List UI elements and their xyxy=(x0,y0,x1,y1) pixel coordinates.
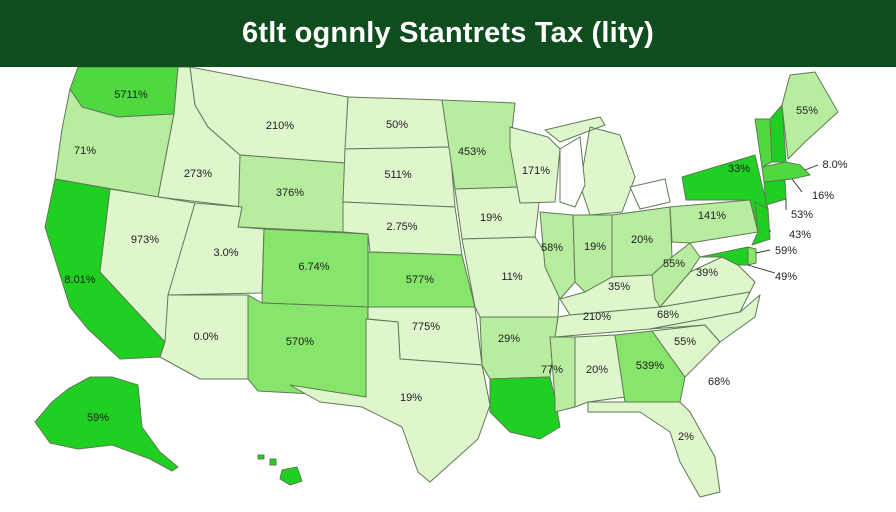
state-label-WY: 376% xyxy=(276,187,304,199)
state-label-TN: 210% xyxy=(583,311,611,323)
state-label-NY: 33% xyxy=(728,163,750,175)
state-AL xyxy=(574,334,626,408)
state-TX xyxy=(289,318,491,483)
state-label-VA: 39% xyxy=(696,267,718,279)
state-shapes xyxy=(34,67,839,498)
state-label-NM: 570% xyxy=(286,336,314,348)
state-label-KY: 35% xyxy=(608,281,630,293)
callout-leaders xyxy=(747,164,819,274)
map-title: 6tlt ognnly Stantrets Tax (lity) xyxy=(242,17,654,49)
callout-label-MA: 16% xyxy=(812,190,834,202)
state-label-ME: 55% xyxy=(796,105,818,117)
state-IA xyxy=(454,186,541,240)
state-label-GA: 539% xyxy=(636,360,664,372)
title-bar xyxy=(0,0,896,67)
state-CT xyxy=(763,179,787,206)
state-label-MO: 11% xyxy=(501,271,522,283)
state-label-OH: 20% xyxy=(631,234,653,246)
great-lakes xyxy=(559,136,671,210)
state-GA xyxy=(614,330,686,403)
state-label-CO: 6.74% xyxy=(298,261,329,273)
state-label-WI: 171% xyxy=(522,165,550,177)
state-IL xyxy=(539,211,576,300)
callout-label-MD: 49% xyxy=(775,271,797,283)
state-label-MN: 453% xyxy=(458,146,486,158)
state-label-WA: 5711% xyxy=(114,89,148,101)
state-label-NV: 973% xyxy=(131,234,159,246)
state-label-ID: 273% xyxy=(184,168,212,180)
state-label-SC: 55% xyxy=(674,336,696,348)
state-VT xyxy=(754,118,773,168)
state-label-UT: 3.0% xyxy=(213,247,238,259)
state-DE xyxy=(747,246,757,266)
callout-labels: 8.0% 16% 53% 43% 59% 49% xyxy=(775,159,848,283)
state-NJ xyxy=(751,201,771,246)
state-label-CA: 8.01% xyxy=(64,274,95,286)
state-label-IN: 19% xyxy=(584,241,606,253)
state-label-AZ: 0.0% xyxy=(193,331,218,343)
state-label-MT: 210% xyxy=(266,120,294,132)
state-label-PA: 141% xyxy=(698,210,726,222)
state-label-NC: 68% xyxy=(657,309,679,321)
state-MS xyxy=(549,336,576,413)
state-label-TX: 19% xyxy=(400,392,422,404)
callout-label-NJ: 43% xyxy=(789,229,811,241)
state-label-KS: 577% xyxy=(406,274,434,286)
state-label-OK: 775% xyxy=(412,321,440,333)
state-PA xyxy=(669,199,759,244)
state-WI xyxy=(509,126,561,204)
callout-label-RI: 8.0% xyxy=(822,159,847,171)
state-AK xyxy=(34,376,179,472)
state-label-AR: 29% xyxy=(498,333,520,345)
state-label-SD: 511% xyxy=(384,169,412,181)
state-NC xyxy=(649,294,761,343)
state-TN xyxy=(554,291,751,338)
callout-label-CT: 53% xyxy=(791,209,813,221)
callout-label-DE: 59% xyxy=(775,245,797,257)
state-ME xyxy=(781,71,839,160)
state-label-IA: 19% xyxy=(480,212,502,224)
state-label-NE: 2.75% xyxy=(386,221,417,233)
state-label-ND: 50% xyxy=(386,119,408,131)
state-WV xyxy=(651,242,701,308)
state-label-IL: 58% xyxy=(541,242,563,254)
offshore-label: 68% xyxy=(708,376,730,388)
us-map: 5711% 71% 8.01% 273% 973% 210% 376% 3.0% 0.0% 6.7… xyxy=(34,67,848,498)
state-label-FL: 2% xyxy=(678,431,694,443)
state-label-AK: 59% xyxy=(87,412,109,424)
state-label-WV: 55% xyxy=(663,258,685,270)
state-MN xyxy=(441,99,521,190)
state-MA xyxy=(761,161,811,183)
state-label-MS: 77% xyxy=(541,364,563,376)
state-FL xyxy=(587,401,721,498)
state-LA xyxy=(489,376,561,440)
state-labels: 5711% 71% 8.01% 273% 973% 210% 376% 3.0% 0.0% 6.7… xyxy=(64,89,818,443)
state-HI xyxy=(257,454,303,486)
state-MD xyxy=(699,246,749,266)
state-label-OR: 71% xyxy=(74,145,96,157)
state-label-AL: 20% xyxy=(586,364,608,376)
